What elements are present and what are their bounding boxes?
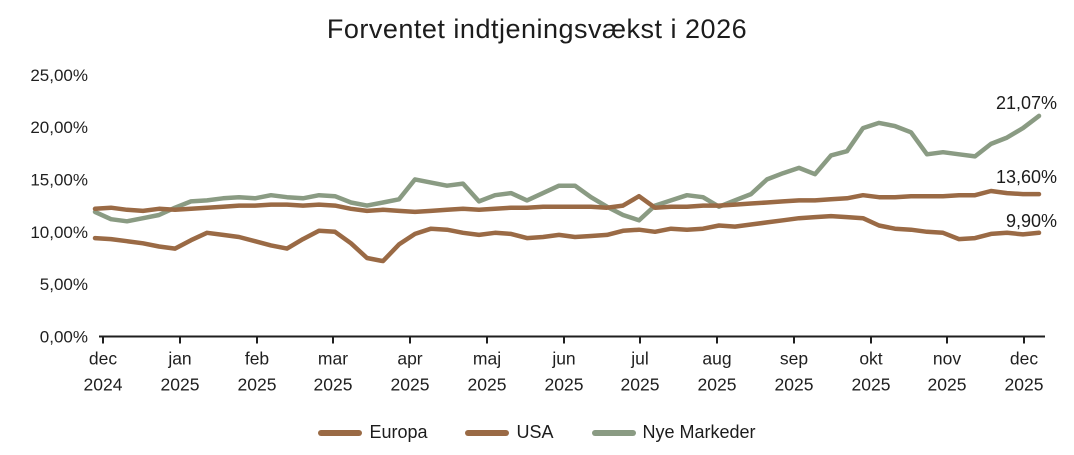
series-line-usa [92, 188, 1042, 215]
legend-item-nye-markeder: Nye Markeder [591, 422, 756, 443]
legend: Europa USA Nye Markeder [0, 422, 1074, 443]
x-axis-month-label: jun [551, 349, 575, 369]
y-axis-tick-label: 15,00% [30, 170, 88, 189]
x-axis-month-label: jul [630, 349, 649, 369]
y-axis-tick-label: 5,00% [40, 275, 88, 294]
x-axis-month-label: dec [1010, 349, 1038, 369]
y-axis-tick-label: 20,00% [30, 118, 88, 137]
end-label-europa: 9,90% [1006, 211, 1057, 231]
x-axis-month-label: jan [167, 349, 191, 369]
x-axis-month-label: mar [318, 349, 348, 369]
y-axis-tick-label: 0,00% [40, 328, 88, 347]
series-line-nye-markeder [92, 113, 1042, 224]
x-axis-year-label: 2025 [621, 375, 660, 395]
x-axis-month-label: sep [780, 349, 808, 369]
legend-swatch-europa [318, 429, 363, 436]
x-axis-month-label: maj [473, 349, 501, 369]
x-axis-month-label: okt [859, 349, 882, 369]
chart-title: Forventet indtjeningsvækst i 2026 [326, 14, 748, 44]
legend-label-nye-markeder: Nye Markeder [642, 422, 756, 442]
end-label-usa: 13,60% [996, 167, 1057, 187]
x-axis-year-label: 2025 [161, 375, 200, 395]
legend-item-usa: USA [465, 422, 554, 443]
x-axis-month-label: apr [397, 349, 422, 369]
legend-item-europa: Europa [318, 422, 427, 443]
x-axis-year-label: 2025 [698, 375, 737, 395]
legend-label-usa: USA [516, 422, 554, 442]
x-axis-year-label: 2025 [468, 375, 507, 395]
x-axis-year-label: 2025 [852, 375, 891, 395]
x-axis-year-label: 2025 [1005, 375, 1044, 395]
x-axis-year-label: 2025 [391, 375, 430, 395]
x-axis-month-label: nov [933, 349, 961, 369]
x-axis-year-label: 2025 [928, 375, 967, 395]
y-axis-tick-label: 25,00% [30, 66, 88, 85]
x-axis-month-label: aug [702, 349, 731, 369]
x-axis-year-label: 2024 [84, 375, 123, 395]
x-axis-month-label: feb [245, 349, 269, 369]
x-axis-year-label: 2025 [238, 375, 277, 395]
end-label-nye-markeder: 21,07% [996, 93, 1057, 113]
x-axis-year-label: 2025 [314, 375, 353, 395]
legend-label-europa: Europa [369, 422, 428, 442]
x-axis-year-label: 2025 [545, 375, 584, 395]
x-axis-year-label: 2025 [775, 375, 814, 395]
y-axis-tick-label: 10,00% [30, 223, 88, 242]
x-axis-month-label: dec [89, 349, 117, 369]
series-line-europa [92, 213, 1042, 264]
legend-swatch-usa [465, 429, 510, 436]
legend-swatch-nye-markeder [591, 429, 636, 436]
